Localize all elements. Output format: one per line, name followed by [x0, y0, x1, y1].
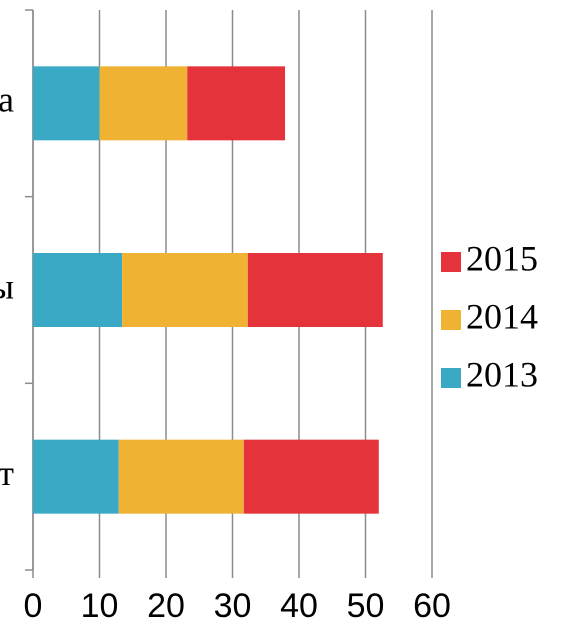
legend-label: 2014: [466, 296, 538, 336]
x-tick-label: 0: [24, 587, 43, 625]
x-tick-label: 20: [147, 587, 185, 625]
bar-segment: [33, 66, 100, 141]
legend-label: 2015: [466, 238, 538, 278]
x-tick-label: 40: [280, 587, 318, 625]
legend-label: 2013: [466, 354, 538, 394]
bar-segment: [99, 66, 188, 141]
bar-segment: [33, 253, 123, 327]
legend-swatch: [441, 252, 461, 272]
y-tick-label: ы: [0, 266, 14, 306]
bar-segment: [122, 253, 248, 327]
x-tick-label: 10: [81, 587, 119, 625]
y-tick-label: т: [0, 453, 14, 493]
bar-segment: [243, 439, 379, 514]
bar-segment: [118, 439, 244, 514]
y-tick-label: а: [0, 80, 14, 120]
x-tick-label: 30: [214, 587, 252, 625]
bar-segment: [247, 253, 383, 327]
x-tick-label: 50: [347, 587, 385, 625]
bar-segment: [187, 66, 286, 141]
legend-swatch: [441, 310, 461, 330]
legend-swatch: [441, 368, 461, 388]
bar-segment: [33, 439, 119, 514]
x-tick-label: 60: [413, 587, 451, 625]
